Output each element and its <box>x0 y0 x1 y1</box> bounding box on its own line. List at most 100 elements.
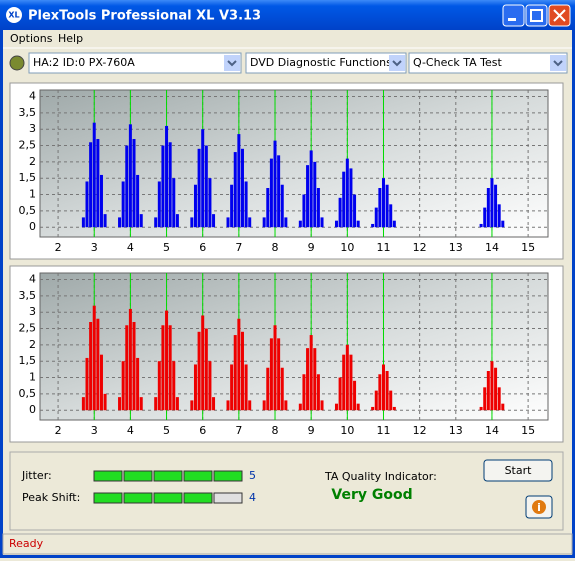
bar <box>338 377 342 411</box>
y-tick-label: 4 <box>29 90 36 103</box>
x-tick-label: 2 <box>55 424 62 437</box>
drive-select[interactable] <box>28 52 242 74</box>
bar <box>204 328 208 411</box>
meter-segment <box>153 492 183 504</box>
bar <box>342 354 346 411</box>
dropdown-arrow[interactable] <box>224 55 240 71</box>
bar <box>118 397 122 411</box>
start-button[interactable] <box>483 459 553 482</box>
menu-item[interactable]: Options <box>10 32 53 45</box>
result-panel <box>9 451 564 531</box>
bar <box>168 325 172 411</box>
bar <box>266 367 270 411</box>
dropdown-arrow[interactable] <box>550 55 566 71</box>
bar <box>334 220 338 228</box>
bar <box>280 367 284 411</box>
meter-segment <box>183 470 213 482</box>
maximize-button[interactable] <box>525 4 548 27</box>
meter-segment <box>123 470 153 482</box>
menu-item[interactable]: Help <box>58 32 83 45</box>
x-tick-label: 11 <box>376 424 390 437</box>
bar <box>490 361 494 411</box>
bar <box>128 124 132 228</box>
bar <box>320 400 324 411</box>
app-icon-text: XL <box>8 11 19 20</box>
bar <box>81 217 85 228</box>
quality-value: Very Good <box>331 487 412 503</box>
bar <box>208 361 212 411</box>
bar <box>99 354 103 411</box>
bar <box>248 400 252 411</box>
meter-segment <box>123 492 153 504</box>
bar <box>284 217 288 228</box>
x-tick-label: 15 <box>521 424 535 437</box>
bar <box>212 397 216 411</box>
x-tick-label: 12 <box>413 241 427 254</box>
x-tick-label: 3 <box>91 424 98 437</box>
test-select[interactable] <box>408 52 568 74</box>
bar <box>349 168 353 228</box>
bar <box>92 305 96 411</box>
function-select-text: DVD Diagnostic Functions <box>250 56 392 69</box>
status-bar <box>2 533 573 555</box>
test-select-text: Q-Check TA Test <box>413 56 503 69</box>
x-tick-label: 10 <box>340 241 354 254</box>
bar <box>353 380 357 411</box>
bar <box>99 174 103 228</box>
bar <box>154 397 158 411</box>
bar <box>230 184 234 228</box>
bar <box>392 406 396 411</box>
bar <box>190 217 194 228</box>
bar <box>193 184 197 228</box>
bar <box>338 197 342 228</box>
bar <box>389 204 393 228</box>
meter-segment <box>93 470 123 482</box>
title-bar <box>0 0 575 30</box>
bar <box>389 390 393 411</box>
drive-select-text: HA:2 ID:0 PX-760A <box>33 56 135 69</box>
bar <box>306 348 310 411</box>
x-tick-label: 5 <box>163 424 170 437</box>
bar <box>89 142 93 228</box>
bar <box>240 148 244 228</box>
bar <box>92 122 96 228</box>
y-tick-label: 2 <box>29 338 36 351</box>
bar <box>378 188 382 228</box>
function-select[interactable] <box>245 52 407 74</box>
y-tick-label: 0 <box>29 220 36 233</box>
x-tick-label: 6 <box>199 241 206 254</box>
window-title: PlexTools Professional XL V3.13 <box>28 9 261 24</box>
status-text: Ready <box>9 537 44 550</box>
minimize-icon <box>508 18 516 21</box>
bar <box>486 371 490 411</box>
bar <box>157 181 161 228</box>
y-tick-label: 2 <box>29 155 36 168</box>
bar <box>374 207 378 228</box>
bar <box>371 406 375 411</box>
x-tick-label: 8 <box>272 424 279 437</box>
x-tick-label: 14 <box>485 241 499 254</box>
bar <box>349 354 353 411</box>
bar <box>172 361 176 411</box>
bar <box>494 184 498 228</box>
bar <box>161 145 165 228</box>
bar <box>313 348 317 411</box>
bar <box>161 325 165 411</box>
bar <box>226 217 230 228</box>
bar <box>320 217 324 228</box>
bar <box>96 139 100 228</box>
bar <box>244 364 248 411</box>
bar <box>334 403 338 411</box>
bar <box>201 315 205 411</box>
y-tick-label: 3 <box>29 122 36 135</box>
bar <box>392 220 396 228</box>
dropdown-arrow[interactable] <box>389 55 405 71</box>
arrow-glyphs <box>227 60 563 67</box>
bar <box>356 403 360 411</box>
meter-segment <box>213 492 243 504</box>
bar <box>385 371 389 411</box>
minimize-button[interactable] <box>502 4 525 27</box>
bar <box>298 403 302 411</box>
x-tick-label: 13 <box>449 424 463 437</box>
